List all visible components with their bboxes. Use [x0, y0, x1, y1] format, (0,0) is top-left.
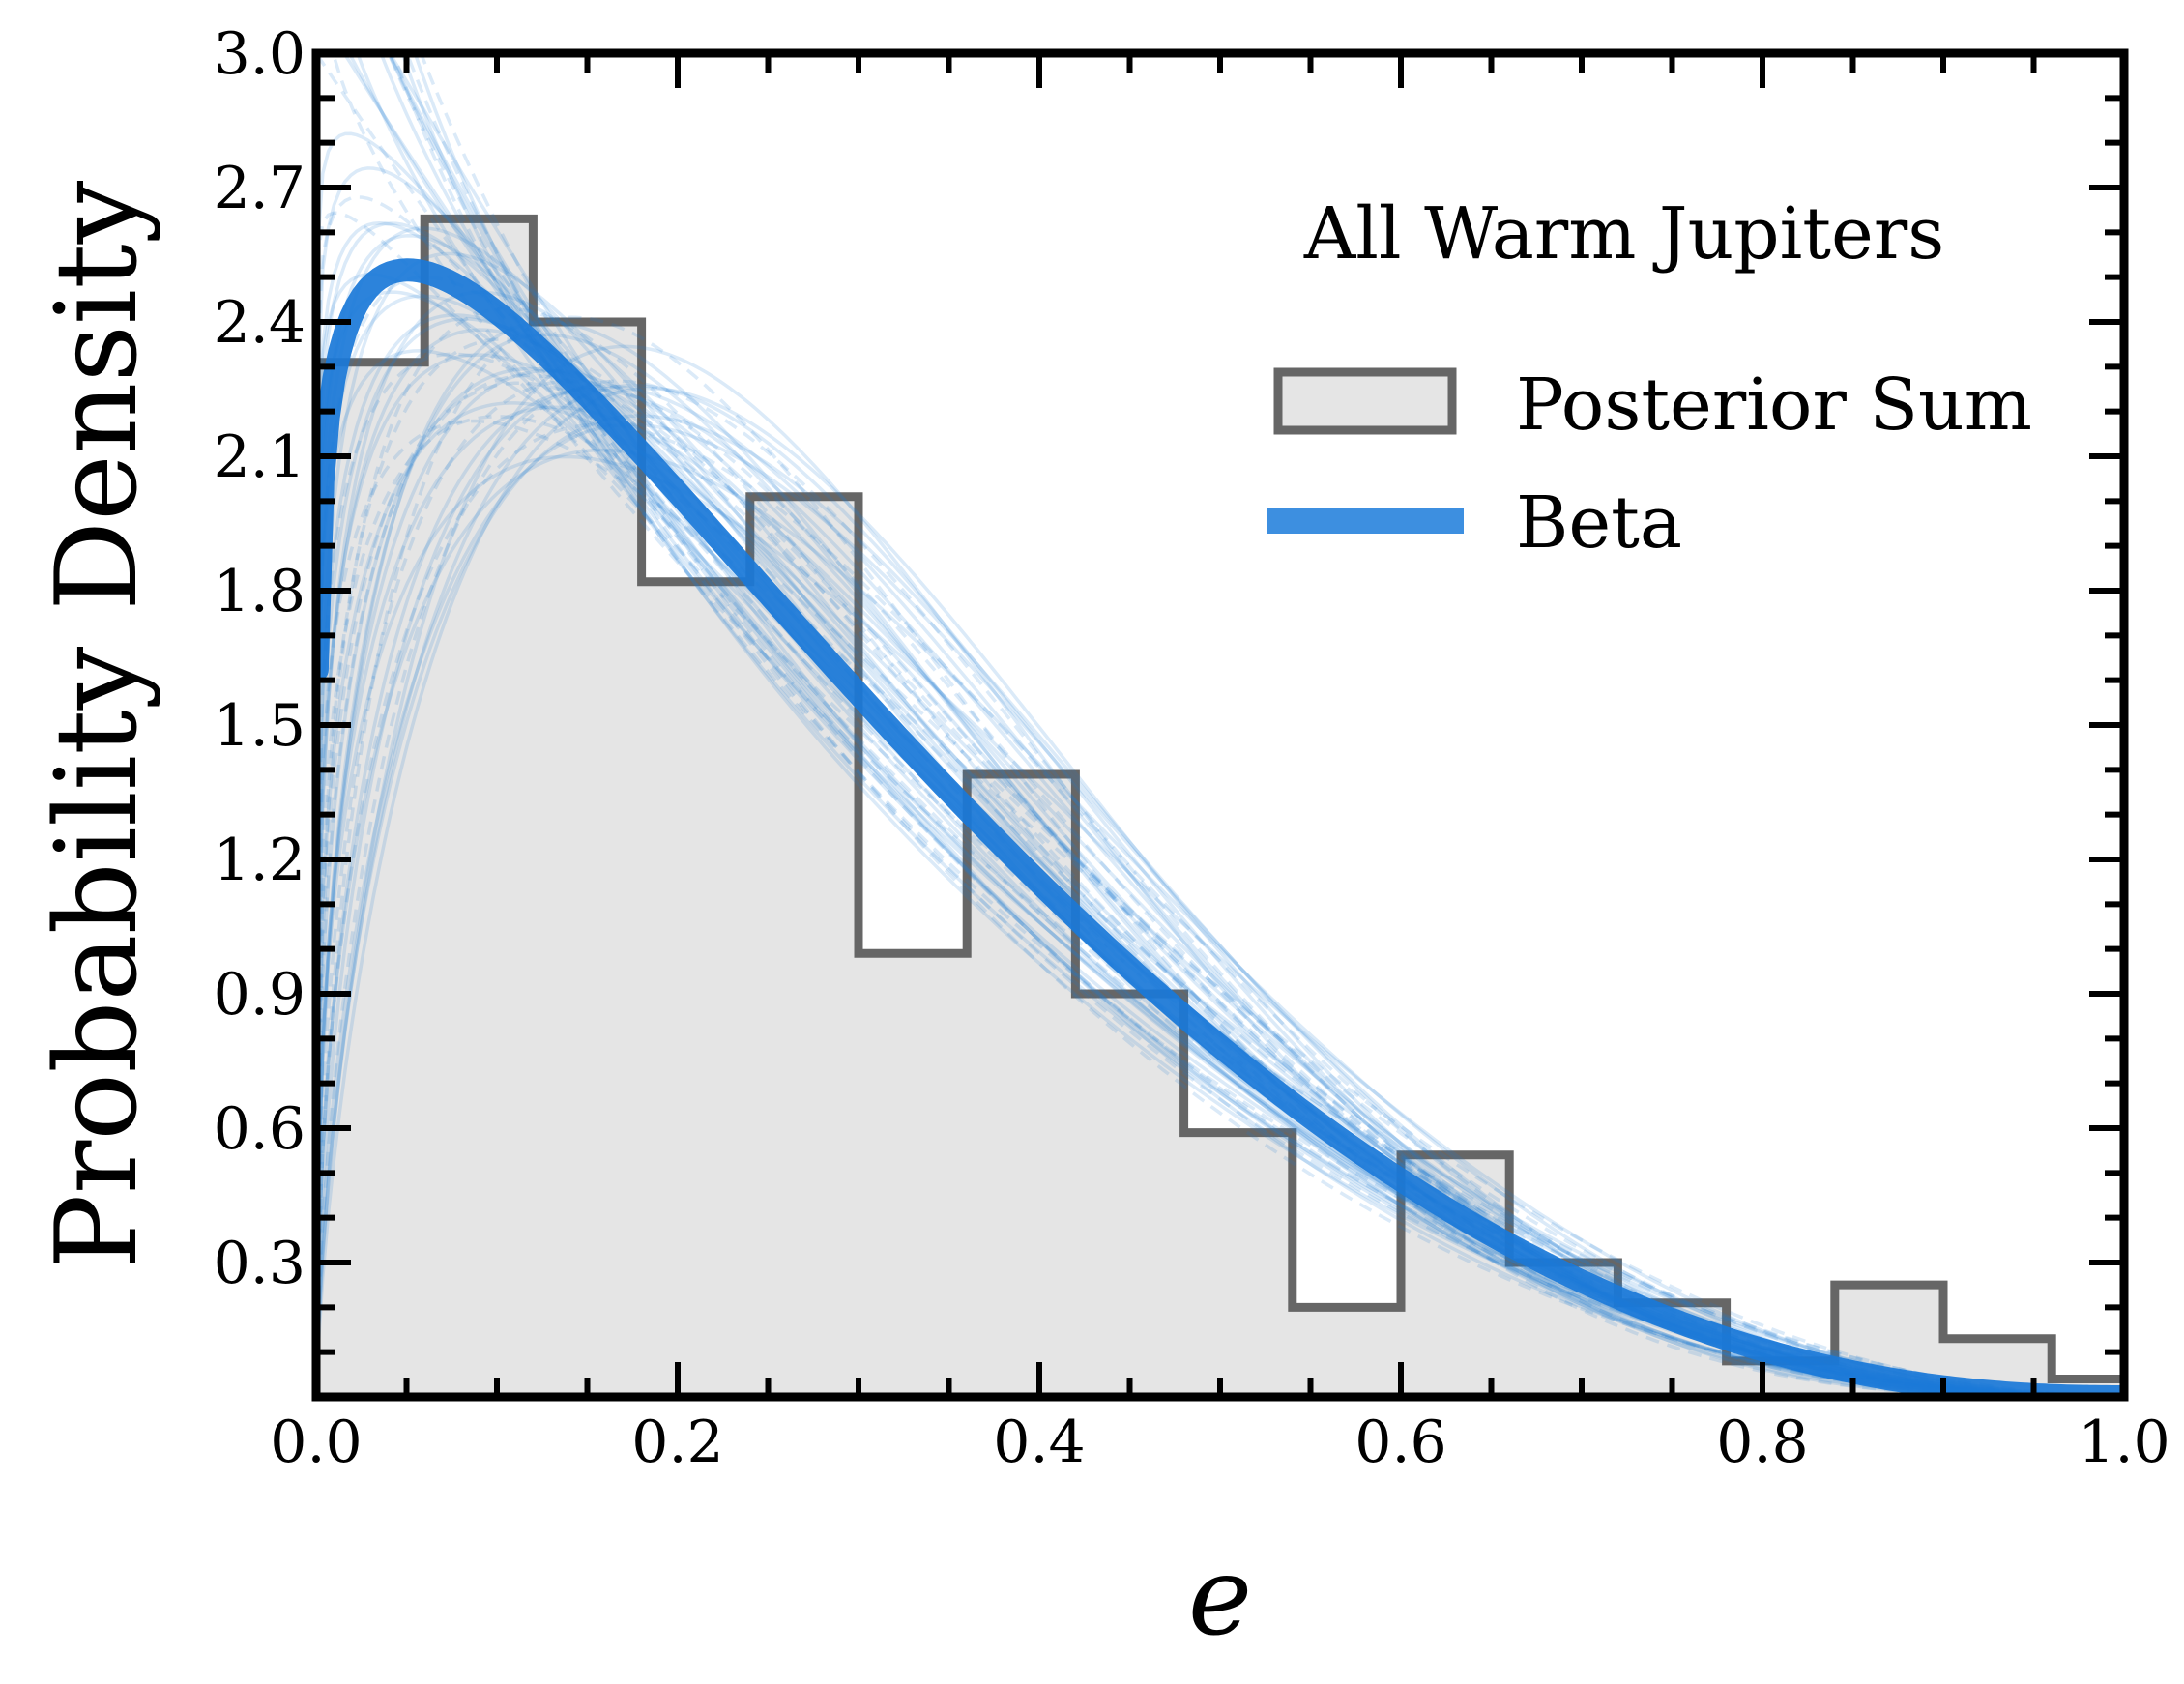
- beta-sample-curve: [392, 53, 2124, 1397]
- y-tick-label: 0.9: [214, 961, 306, 1029]
- y-axis-title: Probability Density: [32, 180, 162, 1269]
- beta-sample-curve: [316, 344, 2124, 1397]
- x-tick-label: 0.6: [1354, 1408, 1446, 1476]
- x-axis-title: e: [1188, 1534, 1252, 1660]
- y-tick-label: 1.5: [214, 692, 306, 760]
- beta-sample-curve: [316, 333, 2124, 1397]
- beta-sample-curve: [316, 349, 2124, 1397]
- beta-sample-curve: [316, 379, 2124, 1397]
- x-tick-label: 0.4: [993, 1408, 1085, 1476]
- beta-sample-curve: [405, 53, 2124, 1397]
- x-tick-label: 1.0: [2078, 1408, 2169, 1476]
- beta-sample-curve: [316, 419, 2124, 1397]
- beta-sample-curve: [316, 320, 2124, 1397]
- beta-best-fit-curve: [316, 258, 2124, 1397]
- axis-ticks: [313, 50, 2127, 1400]
- x-tick-label: 0.2: [631, 1408, 723, 1476]
- beta-sample-curve: [316, 337, 2124, 1397]
- y-tick-label: 2.4: [214, 289, 306, 357]
- y-tick-label: 2.7: [214, 155, 306, 222]
- legend: All Warm Jupiters Posterior Sum Beta: [1267, 192, 2032, 565]
- y-tick-label: 0.3: [214, 1230, 306, 1297]
- legend-title: All Warm Jupiters: [1303, 192, 1944, 276]
- y-tick-label: 1.8: [214, 558, 306, 625]
- x-tick-label: 0.0: [270, 1408, 362, 1476]
- legend-label-posterior-sum: Posterior Sum: [1516, 363, 2032, 447]
- x-tick-label: 0.8: [1716, 1408, 1808, 1476]
- beta-sample-curve: [316, 454, 2124, 1397]
- y-tick-label: 3.0: [214, 20, 306, 88]
- beta-sample-curve: [316, 315, 2124, 1397]
- beta-best-fit-layer: [316, 258, 2124, 1397]
- y-tick-labels: 0.3 0.6 0.9 1.2 1.5 1.8 2.1 2.4 2.7 3.0: [214, 20, 306, 1297]
- y-tick-label: 2.1: [214, 423, 306, 491]
- x-tick-labels: 0.0 0.2 0.4 0.6 0.8 1.0: [270, 1408, 2169, 1476]
- beta-sample-curve: [316, 306, 2124, 1397]
- legend-swatch-posterior-sum: [1273, 367, 1457, 435]
- y-tick-label: 0.6: [214, 1095, 306, 1163]
- y-tick-label: 1.2: [214, 827, 306, 894]
- histogram-fill: [316, 218, 2124, 1397]
- legend-label-beta: Beta: [1516, 481, 1682, 565]
